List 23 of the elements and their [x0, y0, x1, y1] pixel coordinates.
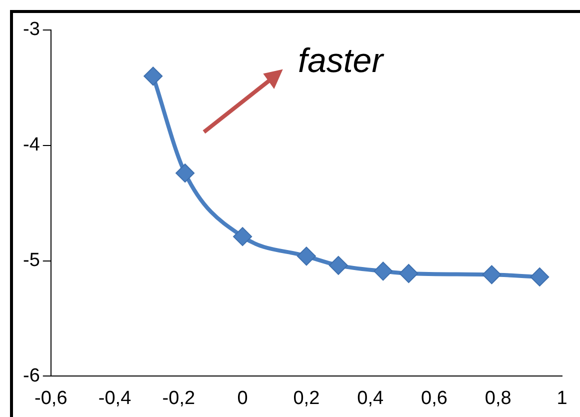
x-tick-label: 0,6 — [421, 388, 448, 409]
x-tick-label: -0,6 — [34, 388, 68, 409]
point — [482, 265, 502, 284]
point — [328, 256, 348, 275]
point — [296, 246, 316, 266]
point — [374, 262, 393, 281]
point — [144, 66, 163, 86]
annotation: faster — [298, 42, 384, 81]
y-tick-label: -4 — [22, 134, 40, 156]
y-tick-label: -5 — [22, 250, 40, 272]
point — [399, 264, 418, 283]
x-tick-label: -0,2 — [162, 388, 196, 409]
point — [530, 267, 550, 286]
y-tick-label: -6 — [22, 365, 40, 386]
point — [233, 227, 252, 246]
x-tick-label: 0,8 — [484, 388, 512, 409]
point — [176, 164, 195, 183]
x-tick-label: 0,4 — [357, 388, 384, 409]
x-tick-label: 0 — [237, 388, 248, 409]
x-tick-label: -0,4 — [98, 388, 132, 409]
x-tick-label: 1 — [556, 388, 568, 409]
x-tick-label: 0,2 — [293, 388, 320, 409]
y-tick-label: -3 — [22, 19, 40, 40]
